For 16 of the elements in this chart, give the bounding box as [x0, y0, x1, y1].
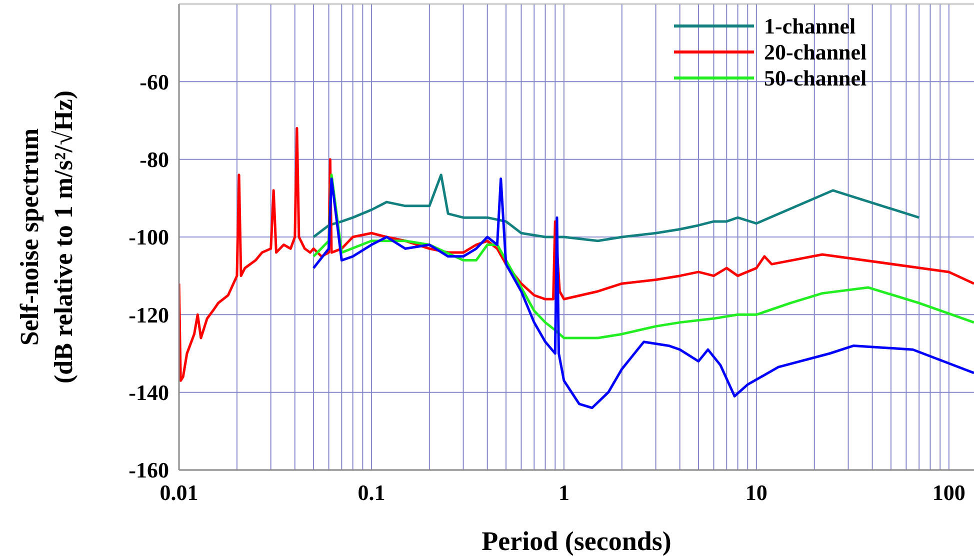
legend-label: 1-channel — [764, 14, 856, 39]
y-axis-title: Self-noise spectrum (dB relative to 1 m/s²/√Hz) — [15, 90, 78, 384]
legend-label: 50-channel — [764, 66, 867, 91]
x-tick-label: 100 — [932, 480, 966, 505]
x-tick-label: 1 — [558, 480, 570, 505]
legend-label: 20-channel — [764, 40, 867, 65]
y-tick-label: -100 — [128, 224, 169, 250]
x-tick-label: 10 — [745, 480, 768, 505]
x-tick-label: 0.01 — [160, 480, 198, 505]
y-tick-label: -60 — [140, 69, 169, 94]
x-axis-title: Period (seconds) — [482, 526, 672, 556]
y-tick-label: -140 — [128, 380, 169, 406]
y-tick-label: -80 — [140, 147, 169, 172]
y-tick-label: -120 — [128, 302, 169, 328]
x-tick-label: 0.1 — [358, 480, 386, 505]
y-tick-label: -160 — [128, 458, 169, 483]
